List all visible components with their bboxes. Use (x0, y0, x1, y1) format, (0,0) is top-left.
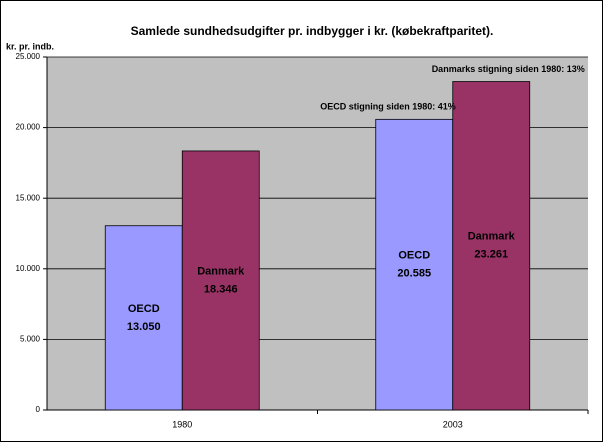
y-tick-label: 15.000 (16, 193, 41, 202)
value-label-name: Danmark (197, 265, 245, 277)
y-tick-label: 10.000 (16, 264, 41, 273)
chart-title: Samlede sundhedsudgifter pr. indbygger i… (131, 24, 494, 38)
value-label: 23.261 (474, 249, 508, 261)
value-label: 20.585 (397, 268, 431, 280)
bar (181, 150, 260, 411)
value-label-name: Danmark (468, 231, 516, 243)
bar (104, 225, 183, 411)
x-tick-label: 2003 (443, 419, 463, 429)
value-label-name: OECD (128, 303, 160, 315)
x-tick-label: 1980 (172, 419, 192, 429)
value-label: 18.346 (204, 283, 238, 295)
annotation: Danmarks stigning siden 1980: 13% (432, 64, 585, 74)
bar (375, 118, 454, 411)
annotation: OECD stigning siden 1980: 41% (320, 102, 456, 112)
bar (452, 81, 531, 411)
value-label: 13.050 (127, 321, 161, 333)
y-tick-label: 25.000 (16, 52, 41, 61)
y-axis-label: kr. pr. indb. (6, 41, 54, 51)
y-tick-label: 5.000 (20, 335, 41, 344)
y-tick-label: 20.000 (16, 123, 41, 132)
value-label-name: OECD (398, 250, 430, 262)
y-tick-label: 0 (36, 405, 41, 414)
